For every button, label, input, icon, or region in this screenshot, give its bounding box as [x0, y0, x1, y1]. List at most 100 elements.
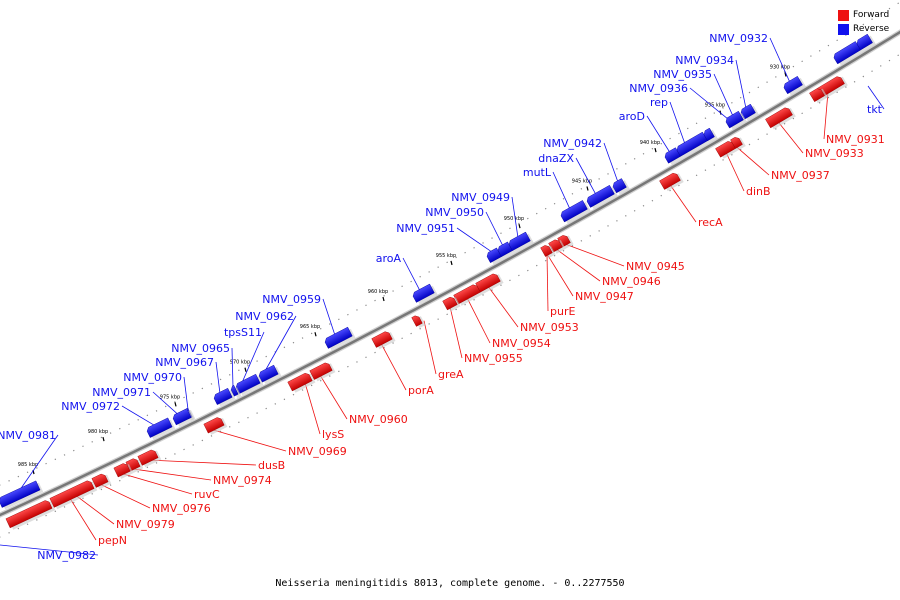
forward-gene[interactable]: [765, 105, 796, 130]
forward-gene-label: NMV_0976: [152, 502, 211, 515]
leader-line: [769, 37, 791, 83]
leader-line: [487, 286, 519, 328]
forward-gene[interactable]: [287, 371, 316, 394]
reverse-gene[interactable]: [612, 178, 630, 196]
leader-line: [603, 142, 619, 183]
forward-gene[interactable]: [475, 271, 504, 294]
leader-line: [75, 495, 115, 525]
leader-line: [211, 429, 287, 452]
tick-label: 980 kbp: [88, 429, 108, 435]
leader-line: [466, 297, 491, 344]
tick-label: 965 kbp: [300, 324, 320, 330]
reverse-gene-label: NMV_0971: [92, 386, 151, 399]
reverse-gene[interactable]: [235, 373, 264, 396]
reverse-gene[interactable]: [724, 110, 747, 130]
leader-line: [552, 171, 571, 210]
forward-gene[interactable]: [659, 171, 684, 192]
reverse-gene-label: NMV_0951: [396, 222, 455, 235]
reverse-gene[interactable]: [739, 103, 759, 122]
forward-gene-label: NMV_0979: [116, 518, 175, 531]
forward-gene-label: NMV_0969: [288, 445, 347, 458]
reverse-swatch-icon: [838, 23, 849, 35]
reverse-gene-label: NMV_0965: [171, 342, 230, 355]
forward-gene-label: NMV_0960: [349, 413, 408, 426]
forward-gene[interactable]: [91, 472, 112, 490]
leader-line: [319, 374, 348, 420]
reverse-gene-label: rep: [650, 96, 668, 109]
forward-gene[interactable]: [442, 295, 461, 313]
reverse-gene-label: NMV_0967: [155, 356, 214, 369]
tick-mark: [784, 72, 787, 77]
forward-gene[interactable]: [730, 135, 746, 151]
reverse-gene[interactable]: [146, 417, 176, 440]
forward-gene-label: porA: [408, 384, 434, 397]
leader-line: [231, 347, 234, 388]
reverse-gene-label: NMV_0970: [123, 371, 182, 384]
forward-gene[interactable]: [557, 233, 574, 250]
reverse-gene-label: NMV_0934: [675, 54, 734, 67]
map-caption: Neisseria meningitidis 8013, complete ge…: [275, 578, 625, 589]
reverse-gene[interactable]: [508, 231, 534, 253]
forward-gene[interactable]: [809, 86, 828, 104]
reverse-gene-label: NMV_0982: [37, 549, 96, 562]
reverse-gene[interactable]: [675, 131, 711, 159]
leader-line: [564, 243, 625, 267]
tick-label: 985 kbp: [18, 462, 38, 468]
reverse-gene-label: tpsS11: [224, 326, 262, 339]
leader-line: [456, 227, 493, 253]
reverse-gene-label: NMV_0932: [709, 32, 768, 45]
forward-gene[interactable]: [5, 498, 56, 530]
forward-gene[interactable]: [540, 243, 556, 259]
reverse-gene[interactable]: [586, 184, 618, 210]
tick-label: 970 kbp: [230, 360, 250, 366]
leader-line: [449, 306, 463, 359]
tick-mark: [382, 296, 385, 302]
tick-mark: [450, 260, 453, 266]
leader-line: [380, 343, 407, 391]
forward-gene[interactable]: [113, 461, 134, 479]
forward-gene-label: dinB: [746, 185, 771, 198]
forward-gene-label: recA: [698, 216, 723, 229]
reverse-gene[interactable]: [855, 33, 876, 52]
reverse-gene[interactable]: [702, 127, 718, 143]
forward-gene[interactable]: [309, 361, 336, 383]
leader-line: [669, 184, 697, 223]
tick-mark: [244, 367, 247, 372]
reverse-gene[interactable]: [172, 408, 195, 428]
forward-gene-label: pepN: [98, 534, 127, 547]
reverse-gene[interactable]: [230, 384, 242, 399]
tick-label: 975 kbp: [160, 394, 180, 400]
reverse-gene[interactable]: [782, 75, 806, 96]
legend-label-forward: Forward: [853, 10, 890, 20]
forward-gene-label: lysS: [322, 428, 344, 441]
leader-line: [241, 331, 265, 383]
reverse-gene[interactable]: [324, 326, 356, 351]
forward-gene-label: purE: [550, 305, 575, 318]
forward-gene-label: greA: [438, 368, 464, 381]
reverse-gene[interactable]: [258, 364, 282, 385]
forward-gene[interactable]: [203, 415, 228, 435]
reverse-gene-label: NMV_0959: [262, 293, 321, 306]
leader-line: [423, 320, 437, 375]
forward-gene-label: ruvC: [194, 488, 220, 501]
reverse-gene-label: NMV_0950: [425, 206, 484, 219]
reverse-gene[interactable]: [560, 199, 591, 224]
reverse-gene-label: mutL: [523, 166, 552, 179]
forward-gene-label: NMV_0931: [826, 133, 885, 146]
reverse-guide-track: [0, 1, 900, 486]
reverse-gene[interactable]: [832, 40, 864, 66]
leader-line: [689, 87, 729, 120]
forward-gene[interactable]: [49, 479, 98, 510]
forward-gene[interactable]: [411, 313, 426, 329]
leader-line: [69, 498, 97, 541]
reverse-gene[interactable]: [412, 283, 438, 305]
forward-gene-label: NMV_0947: [575, 290, 634, 303]
tick-mark: [518, 223, 521, 229]
reverse-gene[interactable]: [0, 480, 44, 510]
forward-gene[interactable]: [371, 329, 396, 350]
forward-gene[interactable]: [137, 448, 162, 468]
reverse-gene-label: NMV_0972: [61, 400, 120, 413]
tick-mark: [654, 147, 657, 153]
reverse-gene[interactable]: [213, 387, 236, 407]
leader-line: [823, 91, 829, 140]
